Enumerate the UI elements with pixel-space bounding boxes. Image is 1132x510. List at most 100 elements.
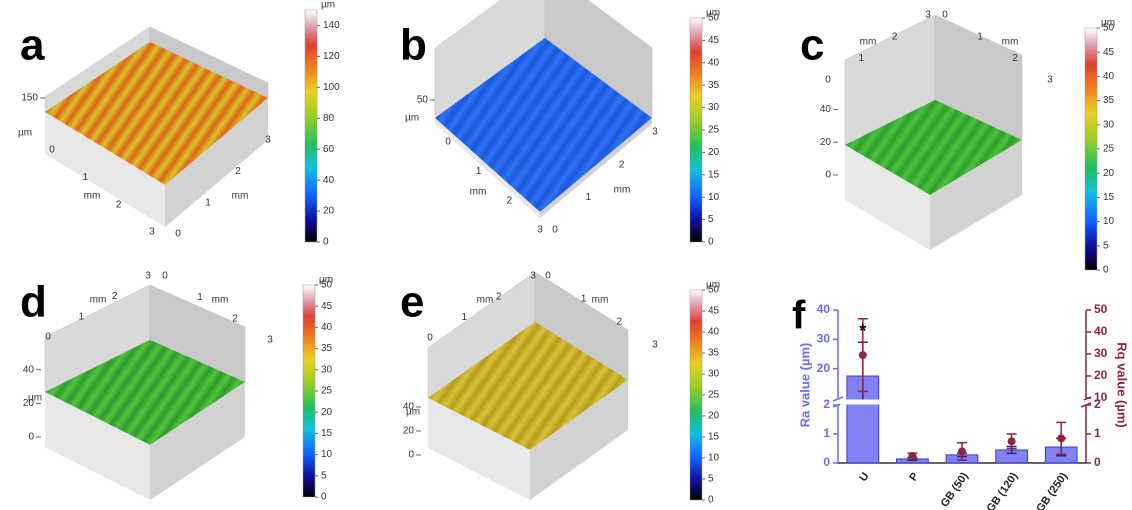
colorbar-tick-label: 45 [708,35,720,46]
colorbar-tick-label: 140 [323,20,340,31]
y-unit: mm [212,295,229,306]
colorbar-tick-label: 40 [323,175,335,186]
y-tick-label: 3 [652,127,658,138]
x-tick-label: 1 [83,172,89,183]
x-tick-label: 2 [892,31,898,42]
z-tick-label: 0 [825,170,831,181]
y2-axis-title: Rq value (µm) [1115,342,1130,428]
x-tick-label: U [857,470,871,483]
colorbar-tick-label: 5 [1103,240,1109,251]
colorbar-unit: µm [706,8,720,19]
y-tick-label: 3 [267,335,273,346]
y-tick-label: 20 [817,361,831,375]
x-unit: mm [477,295,494,306]
z-tick-label: 50 [417,95,429,106]
x-tick-label: 0 [427,333,433,344]
x-tick-label: 2 [112,291,118,302]
colorbar-tick-label: 100 [323,82,340,93]
z-tick-label: 0 [408,450,414,461]
colorbar-tick-label: 40 [708,327,720,338]
colorbar-tick-label: 0 [1103,265,1109,276]
colorbar-tick-label: 10 [708,192,720,203]
colorbar [690,18,702,242]
colorbar-tick-label: 40 [708,57,720,68]
point [1057,434,1065,442]
colorbar-tick-label: 20 [1103,168,1115,179]
y-tick-label: 0 [552,225,558,236]
annotation: * [859,321,866,341]
colorbar-tick-label: 0 [323,237,329,248]
z-tick-label: 0 [28,432,34,443]
colorbar-tick-label: 15 [708,432,720,443]
colorbar-unit: µm [319,275,333,286]
colorbar-tick-label: 0 [708,237,714,248]
colorbar-unit: µm [706,280,720,291]
x-tick-label: 3 [530,271,536,282]
colorbar-unit: µm [321,0,335,11]
point [859,351,867,359]
colorbar-tick-label: 35 [1103,95,1115,106]
y-tick-label: 2 [617,317,623,328]
y-tick-label: 2 [235,166,241,177]
y-tick-label: 0 [942,10,948,21]
colorbar-tick-label: 25 [321,386,333,397]
y-tick-label: 2 [232,313,238,324]
y-tick-label: 2 [1012,53,1018,64]
colorbar-tick-label: 0 [321,492,327,503]
y-tick-label: 1 [977,31,983,42]
x-tick-label: 0 [49,145,55,156]
y-tick-label: 1 [205,197,211,208]
y-unit: mm [1002,37,1019,48]
colorbar-tick-label: 0 [708,495,714,506]
colorbar-tick-label: 35 [708,80,720,91]
point [1008,437,1016,445]
y-tick-label: 1 [581,294,587,305]
x-unit: mm [470,187,487,198]
colorbar-tick-label: 120 [323,51,340,62]
z-tick-label: 40 [23,364,35,375]
colorbar-tick-label: 45 [1103,47,1115,58]
panel-label: e [400,278,424,327]
y-tick-label: 30 [817,332,831,346]
colorbar-tick-label: 20 [708,147,720,158]
y-tick-label: 0 [175,229,181,240]
y2-tick-label: 1 [1094,426,1101,440]
y-axis-title: Ra value (µm) [797,343,812,428]
z-unit: µm [406,407,420,418]
z-unit: µm [405,113,419,124]
colorbar-tick-label: 80 [323,113,335,124]
axis-gap [840,400,1084,405]
colorbar-tick-label: 40 [1103,71,1115,82]
x-unit: mm [84,191,101,202]
colorbar-tick-label: 25 [708,125,720,136]
x-tick-label: 0 [445,137,451,148]
x-tick-label: 2 [507,195,513,206]
colorbar-tick-label: 25 [708,390,720,401]
z-unit: µm [28,393,42,404]
colorbar-tick-label: 45 [708,306,720,317]
colorbar-tick-label: 40 [321,322,333,333]
x-tick-label: 3 [537,225,543,236]
x-tick-label: 0 [45,332,51,343]
y-tick-label: 1 [823,426,830,440]
figure: 150µm0123mm0123mm020406080100120140µma50… [0,0,1132,510]
colorbar-tick-label: 20 [323,206,335,217]
colorbar-tick-label: 10 [1103,216,1115,227]
y2-tick-label: 30 [1094,346,1108,360]
panel-label: f [792,294,806,338]
point [908,452,916,460]
x-unit: mm [860,37,877,48]
colorbar-tick-label: 15 [321,428,333,439]
panel-label: a [20,21,45,70]
x-tick-label: 1 [859,53,865,64]
colorbar [303,285,315,497]
point [958,447,966,455]
x-tick-label: 2 [496,291,502,302]
x-tick-label: 3 [925,10,931,21]
y-tick-label: 2 [619,159,625,170]
colorbar [690,290,702,500]
x-tick-label: 3 [145,271,151,282]
y2-tick-label: 0 [1094,455,1101,469]
colorbar-tick-label: 15 [708,169,720,180]
x-tick-label: 3 [149,227,155,238]
